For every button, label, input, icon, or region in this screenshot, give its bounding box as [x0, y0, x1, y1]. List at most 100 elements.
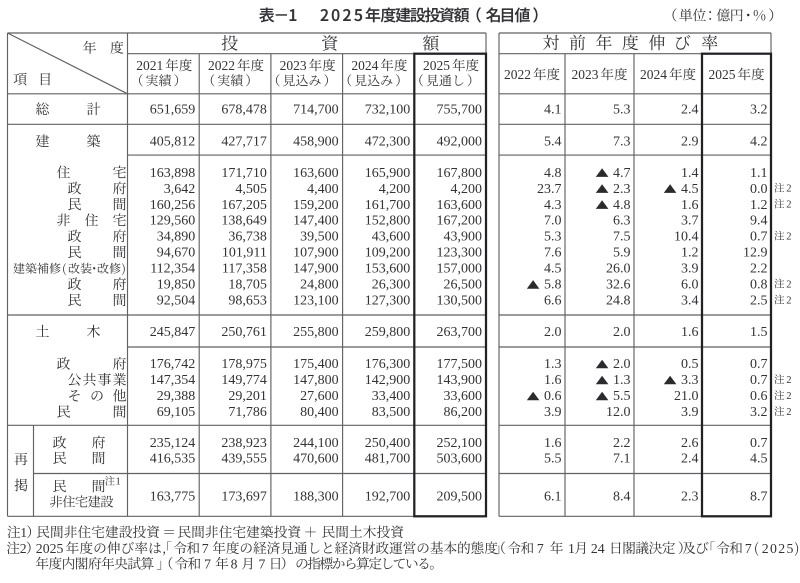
svg-text:6.1: 6.1 [544, 490, 562, 505]
svg-text:427,717: 427,717 [221, 135, 267, 150]
svg-text:29,388: 29,388 [157, 389, 196, 404]
svg-text:5.5: 5.5 [613, 389, 631, 404]
svg-text:175,400: 175,400 [293, 357, 339, 372]
svg-text:94,670: 94,670 [157, 246, 196, 261]
svg-text:0.7: 0.7 [750, 373, 768, 388]
svg-text:2022: 2022 [504, 67, 531, 82]
svg-text:3.9: 3.9 [544, 405, 562, 420]
svg-text:26,500: 26,500 [444, 278, 483, 293]
svg-text:732,100: 732,100 [365, 103, 411, 118]
svg-text:3.7: 3.7 [681, 214, 699, 229]
svg-text:1.1: 1.1 [750, 166, 768, 181]
svg-text:209,500: 209,500 [437, 490, 483, 505]
svg-text:9.4: 9.4 [750, 214, 768, 229]
svg-text:1.6: 1.6 [681, 198, 699, 213]
svg-text:2.3: 2.3 [681, 490, 699, 505]
svg-text:2: 2 [786, 295, 791, 306]
svg-text:4,200: 4,200 [451, 182, 483, 197]
svg-text:2025: 2025 [709, 67, 736, 82]
svg-text:1.5: 1.5 [750, 325, 768, 340]
svg-text:255,800: 255,800 [293, 325, 339, 340]
svg-text:0.5: 0.5 [681, 357, 699, 372]
svg-text:6.3: 6.3 [613, 214, 631, 229]
svg-text:171,710: 171,710 [221, 166, 267, 181]
svg-text:250,400: 250,400 [365, 436, 411, 451]
svg-text:188,300: 188,300 [293, 490, 339, 505]
svg-text:0.0: 0.0 [750, 182, 768, 197]
svg-text:1.3: 1.3 [544, 357, 562, 372]
svg-text:112,354: 112,354 [150, 262, 195, 277]
svg-text:7.0: 7.0 [544, 214, 562, 229]
svg-text:2.5: 2.5 [750, 294, 768, 309]
svg-text:3.2: 3.2 [750, 405, 768, 420]
svg-text:2025: 2025 [423, 58, 450, 73]
svg-text:4.3: 4.3 [544, 198, 562, 213]
svg-text:138,649: 138,649 [221, 214, 267, 229]
svg-text:24,800: 24,800 [300, 278, 339, 293]
svg-text:238,923: 238,923 [221, 436, 267, 451]
svg-text:2: 2 [786, 184, 791, 195]
svg-text:2024: 2024 [351, 58, 378, 73]
svg-text:755,700: 755,700 [437, 103, 483, 118]
svg-text:1.6: 1.6 [544, 436, 562, 451]
svg-text:1.2: 1.2 [750, 198, 768, 213]
svg-text:163,600: 163,600 [437, 198, 483, 213]
svg-text:129,560: 129,560 [150, 214, 196, 229]
svg-text:149,774: 149,774 [221, 373, 267, 388]
svg-text:71,786: 71,786 [228, 405, 267, 420]
svg-text:263,700: 263,700 [437, 325, 483, 340]
svg-text:2.3: 2.3 [613, 182, 631, 197]
svg-text:0.6: 0.6 [750, 389, 768, 404]
svg-text:147,354: 147,354 [150, 373, 196, 388]
svg-text:163,898: 163,898 [150, 166, 196, 181]
svg-text:8.4: 8.4 [613, 490, 631, 505]
svg-text:2022: 2022 [208, 58, 235, 73]
svg-text:1: 1 [116, 477, 121, 488]
svg-text:2023: 2023 [280, 58, 307, 73]
svg-text:101,911: 101,911 [222, 246, 267, 261]
svg-text:439,555: 439,555 [221, 452, 267, 467]
svg-text:7.5: 7.5 [613, 230, 631, 245]
svg-text:27,600: 27,600 [300, 389, 339, 404]
svg-text:4.7: 4.7 [613, 166, 631, 181]
svg-text:157,000: 157,000 [437, 262, 483, 277]
svg-text:12.0: 12.0 [606, 405, 631, 420]
svg-text:3.4: 3.4 [681, 294, 699, 309]
svg-text:33,600: 33,600 [444, 389, 483, 404]
svg-text:1.4: 1.4 [681, 166, 699, 181]
svg-text:4.2: 4.2 [750, 135, 768, 150]
svg-text:98,653: 98,653 [228, 294, 267, 309]
svg-text:24.8: 24.8 [606, 294, 631, 309]
svg-text:173,697: 173,697 [221, 490, 267, 505]
svg-text:252,100: 252,100 [437, 436, 483, 451]
svg-text:177,500: 177,500 [437, 357, 483, 372]
svg-text:492,000: 492,000 [437, 135, 483, 150]
svg-text:5.3: 5.3 [613, 103, 631, 118]
svg-text:0.8: 0.8 [750, 278, 768, 293]
svg-text:1.6: 1.6 [681, 325, 699, 340]
svg-text:23.7: 23.7 [537, 182, 562, 197]
svg-text:159,200: 159,200 [293, 198, 339, 213]
svg-text:3,642: 3,642 [164, 182, 196, 197]
svg-text:0.6: 0.6 [544, 389, 562, 404]
svg-text:2: 2 [786, 391, 791, 402]
svg-text:2.2: 2.2 [613, 436, 631, 451]
svg-text:176,742: 176,742 [150, 357, 196, 372]
svg-text:167,800: 167,800 [437, 166, 483, 181]
svg-text:163,600: 163,600 [293, 166, 339, 181]
svg-text:142,900: 142,900 [365, 373, 411, 388]
svg-text:160,256: 160,256 [150, 198, 196, 213]
svg-text:7: 7 [204, 557, 211, 572]
svg-text:147,800: 147,800 [293, 373, 339, 388]
svg-text:29,201: 29,201 [228, 389, 267, 404]
svg-text:4,505: 4,505 [235, 182, 267, 197]
svg-text:245,847: 245,847 [150, 325, 196, 340]
svg-text:26.0: 26.0 [606, 262, 631, 277]
svg-text:178,975: 178,975 [221, 357, 267, 372]
svg-text:235,124: 235,124 [150, 436, 196, 451]
svg-text:176,300: 176,300 [365, 357, 411, 372]
svg-text:130,500: 130,500 [437, 294, 483, 309]
svg-text:7: 7 [745, 541, 752, 556]
svg-text:0.7: 0.7 [750, 230, 768, 245]
svg-text:83,500: 83,500 [372, 405, 411, 420]
